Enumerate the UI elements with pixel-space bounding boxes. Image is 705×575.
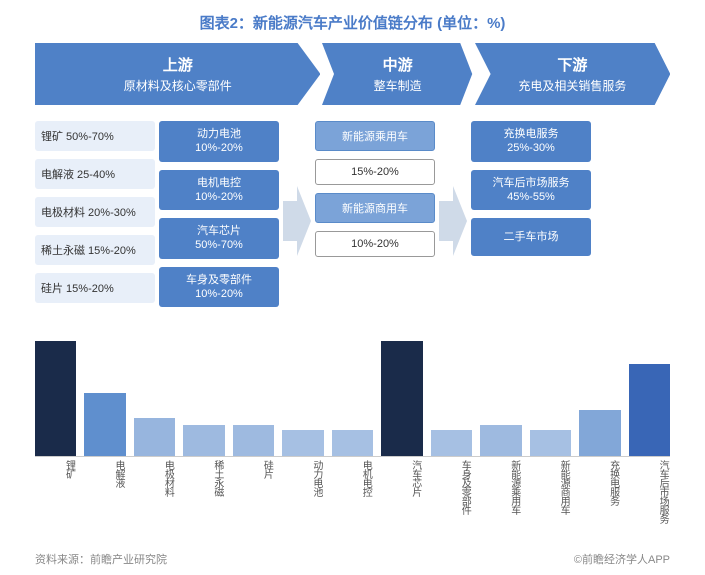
material-box-2: 电极材料 20%-30% xyxy=(35,197,155,227)
bar-3 xyxy=(183,425,224,456)
bar-label-1: 电解液 xyxy=(84,460,125,525)
bar-0 xyxy=(35,341,76,456)
downstream-col: 充换电服务25%-30% 汽车后市场服务45%-55% 二手车市场 xyxy=(471,121,591,256)
footer: 资料来源：前瞻产业研究院 ©前瞻经济学人APP xyxy=(35,551,670,567)
bar-label-6: 电机电控 xyxy=(332,460,373,525)
bar-11 xyxy=(579,410,620,456)
midstream-box-3: 10%-20% xyxy=(315,231,435,257)
bar-1 xyxy=(84,393,125,456)
bar-label-7: 汽车芯片 xyxy=(381,460,422,525)
bar-10 xyxy=(530,430,571,456)
bar-label-5: 动力电池 xyxy=(282,460,323,525)
flow-arrow-2 xyxy=(439,121,467,321)
upstream-components-col: 动力电池10%-20% 电机电控10%-20% 汽车芯片50%-70% 车身及零部件1… xyxy=(159,121,279,307)
stage-chevrons: 上游原材料及核心零部件 中游整车制造 下游充电及相关销售服务 xyxy=(0,43,705,105)
material-box-0: 锂矿 50%-70% xyxy=(35,121,155,151)
flow-arrow-1 xyxy=(283,121,311,321)
bar-label-4: 硅片 xyxy=(233,460,274,525)
bar-label-10: 新能源商用车 xyxy=(530,460,571,525)
stage-chevron-0: 上游原材料及核心零部件 xyxy=(35,43,320,105)
value-chain-grid: 锂矿 50%-70% 电解液 25-40% 电极材料 20%-30% 稀土永磁 15%… xyxy=(0,105,705,333)
bar-6 xyxy=(332,430,373,456)
bar-8 xyxy=(431,430,472,456)
material-box-3: 稀土永磁 15%-20% xyxy=(35,235,155,265)
component-box-3: 车身及零部件10%-20% xyxy=(159,267,279,308)
bar-label-12: 汽车后市场服务 xyxy=(629,460,670,525)
midstream-col: 新能源乘用车 15%-20% 新能源商用车 10%-20% xyxy=(315,121,435,257)
bar-label-9: 新能源乘用车 xyxy=(480,460,521,525)
downstream-box-2: 二手车市场 xyxy=(471,218,591,256)
material-box-4: 硅片 15%-20% xyxy=(35,273,155,303)
downstream-box-1: 汽车后市场服务45%-55% xyxy=(471,170,591,211)
bar-9 xyxy=(480,425,521,456)
midstream-box-2: 新能源商用车 xyxy=(315,193,435,223)
component-box-1: 电机电控10%-20% xyxy=(159,170,279,211)
bar-label-2: 电极材料 xyxy=(134,460,175,525)
downstream-box-0: 充换电服务25%-30% xyxy=(471,121,591,162)
bar-chart: 锂矿电解液电极材料稀土永磁硅片动力电池电机电控汽车芯片车身及零部件新能源乘用车新… xyxy=(0,333,705,525)
midstream-box-0: 新能源乘用车 xyxy=(315,121,435,151)
bar-5 xyxy=(282,430,323,456)
component-box-0: 动力电池10%-20% xyxy=(159,121,279,162)
material-box-1: 电解液 25-40% xyxy=(35,159,155,189)
midstream-box-1: 15%-20% xyxy=(315,159,435,185)
bar-4 xyxy=(233,425,274,456)
bar-2 xyxy=(134,418,175,456)
source-right: ©前瞻经济学人APP xyxy=(574,551,670,567)
bar-label-0: 锂矿 xyxy=(35,460,76,525)
bar-7 xyxy=(381,341,422,456)
source-left: 资料来源：前瞻产业研究院 xyxy=(35,551,167,567)
bar-label-8: 车身及零部件 xyxy=(431,460,472,525)
upstream-materials-col: 锂矿 50%-70% 电解液 25-40% 电极材料 20%-30% 稀土永磁 15%… xyxy=(35,121,155,303)
bar-12 xyxy=(629,364,670,456)
stage-chevron-2: 下游充电及相关销售服务 xyxy=(475,43,670,105)
stage-chevron-1: 中游整车制造 xyxy=(322,43,472,105)
component-box-2: 汽车芯片50%-70% xyxy=(159,218,279,259)
bar-label-11: 充换电服务 xyxy=(579,460,620,525)
bar-label-3: 稀土永磁 xyxy=(183,460,224,525)
chart-title: 图表2：新能源汽车产业价值链分布 (单位：%) xyxy=(0,0,705,43)
